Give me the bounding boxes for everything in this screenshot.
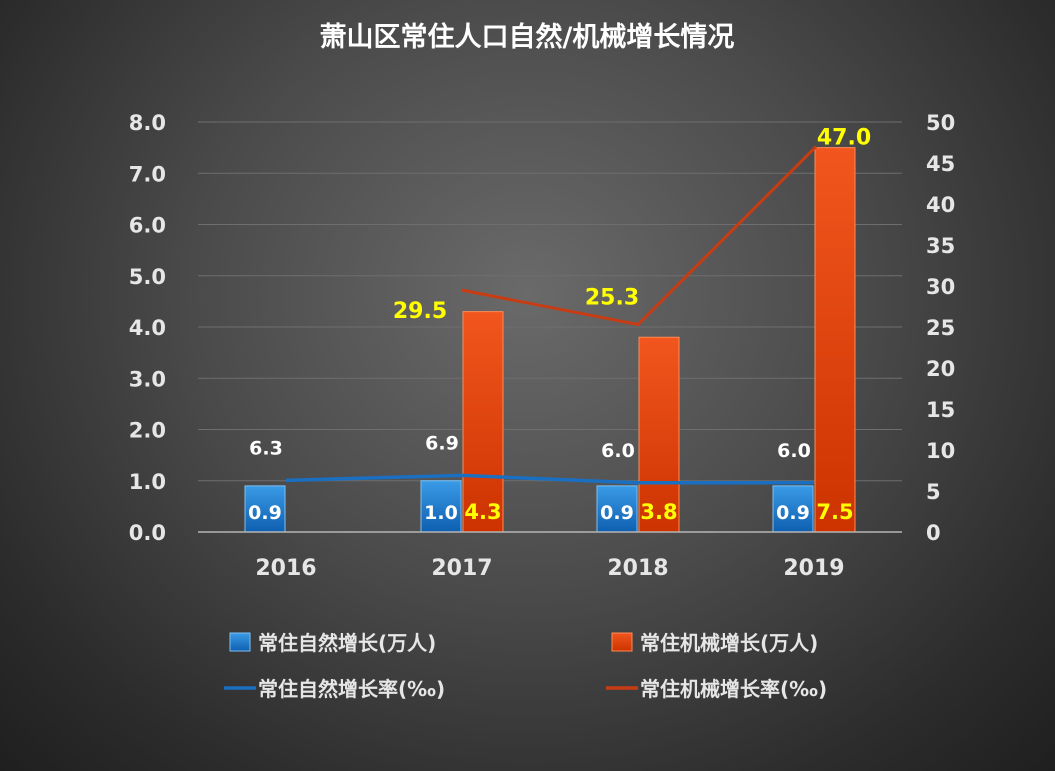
category-label: 2018 xyxy=(607,556,668,581)
left-tick-label: 0.0 xyxy=(129,521,166,545)
bar xyxy=(596,485,638,533)
line-value-label: 6.0 xyxy=(777,440,811,462)
right-tick-label: 30 xyxy=(926,275,955,299)
right-tick-label: 5 xyxy=(926,480,941,504)
category-label: 2016 xyxy=(255,556,316,581)
right-tick-label: 45 xyxy=(926,152,955,176)
line-value-label: 47.0 xyxy=(817,126,871,151)
legend-label: 常住自然增长(万人) xyxy=(258,631,436,655)
bar-value-label: 7.5 xyxy=(816,500,853,524)
line-value-label: 29.5 xyxy=(393,299,447,324)
category-label: 2017 xyxy=(431,556,492,581)
bar xyxy=(462,311,504,533)
left-tick-label: 5.0 xyxy=(129,265,166,289)
category-label: 2019 xyxy=(783,556,844,581)
gridlines xyxy=(198,121,902,482)
chart-title: 萧山区常住人口自然/机械增长情况 xyxy=(320,21,735,53)
lines xyxy=(285,145,818,485)
line-value-label: 6.0 xyxy=(601,440,635,462)
bars xyxy=(244,147,856,533)
bar-value-label: 0.9 xyxy=(776,502,810,524)
right-tick-label: 0 xyxy=(926,521,941,545)
right-tick-label: 50 xyxy=(926,111,955,135)
left-tick-label: 2.0 xyxy=(129,419,166,443)
legend-swatch xyxy=(229,632,251,652)
left-tick-label: 1.0 xyxy=(129,470,166,494)
right-tick-label: 15 xyxy=(926,398,955,422)
legend-swatch xyxy=(611,632,633,652)
left-tick-label: 4.0 xyxy=(129,316,166,340)
data-labels: 0.9 1.0 0.9 0.9 4.3 3.8 7.5 6.3 6.9 6.0 6.0 29.5 25.… xyxy=(248,126,871,524)
bar-value-label: 1.0 xyxy=(424,502,458,524)
bar-value-label: 3.8 xyxy=(640,500,677,524)
line-value-label: 6.3 xyxy=(249,437,283,459)
bar xyxy=(244,485,286,533)
left-tick-label: 6.0 xyxy=(129,214,166,238)
line-value-label: 6.9 xyxy=(425,432,459,454)
legend-label: 常住自然增长率(‰) xyxy=(258,677,445,701)
bar-value-label: 0.9 xyxy=(248,502,282,524)
right-tick-label: 35 xyxy=(926,234,955,258)
bar-value-label: 4.3 xyxy=(464,500,501,524)
bar-value-label: 0.9 xyxy=(600,502,634,524)
line-value-label: 25.3 xyxy=(585,286,639,311)
legend-label: 常住机械增长(万人) xyxy=(640,631,818,655)
left-tick-label: 3.0 xyxy=(129,367,166,391)
series-line xyxy=(285,473,814,485)
legend: 常住自然增长(万人) 常住机械增长(万人) 常住自然增长率(‰) 常住机械增长率(‰) xyxy=(224,631,827,701)
axes: 0.0 1.0 2.0 3.0 4.0 5.0 6.0 7.0 8.0 0 5 10 15 20 25 30 3… xyxy=(129,111,955,581)
series-line xyxy=(461,145,818,327)
legend-label: 常住机械增长率(‰) xyxy=(640,677,827,701)
right-tick-label: 40 xyxy=(926,193,955,217)
right-tick-label: 20 xyxy=(926,357,955,381)
bar xyxy=(772,485,814,533)
left-tick-label: 7.0 xyxy=(129,162,166,186)
left-tick-label: 8.0 xyxy=(129,111,166,135)
bar xyxy=(638,336,680,533)
right-tick-label: 25 xyxy=(926,316,955,340)
bar xyxy=(814,147,856,533)
right-tick-label: 10 xyxy=(926,439,955,463)
